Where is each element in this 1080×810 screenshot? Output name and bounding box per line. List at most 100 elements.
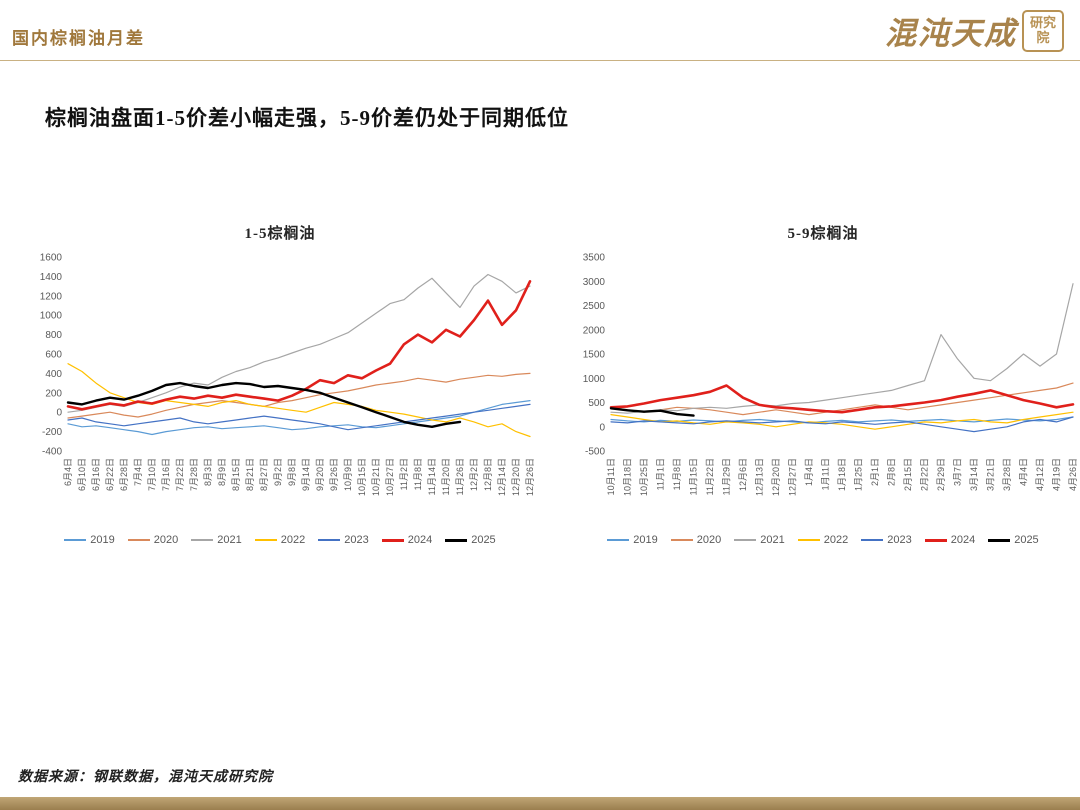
svg-text:3月7日: 3月7日	[953, 458, 963, 486]
svg-text:1月18日: 1月18日	[837, 458, 847, 491]
svg-text:1000: 1000	[40, 311, 63, 322]
svg-text:2月22日: 2月22日	[920, 458, 930, 491]
svg-text:12月2日: 12月2日	[469, 458, 479, 491]
svg-text:4月12日: 4月12日	[1035, 458, 1045, 491]
legend-item-2025: 2025	[445, 534, 496, 546]
svg-text:11月1日: 11月1日	[656, 458, 666, 490]
svg-text:4月4日: 4月4日	[1019, 458, 1029, 486]
svg-text:11月20日: 11月20日	[441, 458, 451, 495]
svg-text:0: 0	[56, 408, 62, 419]
company-logo: 混沌天成 研究院	[885, 8, 1064, 53]
legend-label: 2023	[344, 534, 369, 546]
svg-text:12月14日: 12月14日	[497, 458, 507, 496]
svg-text:1月25日: 1月25日	[854, 458, 864, 491]
legend-label: 2020	[696, 534, 722, 546]
legend-line-sample	[607, 539, 630, 541]
svg-text:11月26日: 11月26日	[455, 458, 465, 495]
legend-label: 2025	[1014, 534, 1039, 546]
legend-label: 2025	[471, 534, 496, 546]
svg-text:9月2日: 9月2日	[273, 458, 283, 486]
svg-text:600: 600	[45, 350, 62, 361]
legend-item-2021: 2021	[734, 534, 785, 546]
svg-text:11月8日: 11月8日	[413, 458, 423, 490]
svg-text:10月11日: 10月11日	[606, 458, 616, 495]
legend-label: 2019	[633, 534, 658, 546]
legend-line-sample	[988, 538, 1011, 542]
legend-item-2021: 2021	[191, 534, 242, 546]
legend-item-2020: 2020	[670, 534, 722, 546]
svg-text:3月21日: 3月21日	[986, 458, 996, 491]
svg-text:-200: -200	[42, 427, 62, 438]
svg-text:3500: 3500	[583, 253, 606, 264]
svg-text:400: 400	[45, 369, 62, 380]
svg-text:0: 0	[599, 422, 605, 433]
legend-line-sample	[445, 538, 468, 542]
svg-text:8月15日: 8月15日	[231, 458, 241, 491]
svg-text:10月9日: 10月9日	[343, 458, 353, 491]
svg-text:10月27日: 10月27日	[385, 458, 395, 496]
svg-text:500: 500	[588, 398, 605, 409]
svg-text:3月14日: 3月14日	[969, 458, 979, 491]
svg-text:2月1日: 2月1日	[870, 458, 880, 486]
svg-text:7月4日: 7月4日	[133, 458, 143, 486]
svg-text:11月15日: 11月15日	[689, 458, 699, 495]
svg-text:11月8日: 11月8日	[672, 458, 682, 490]
legend-item-2022: 2022	[797, 534, 849, 546]
legend-label: 2024	[950, 534, 976, 546]
chart-1-5-palm-oil: 1-5棕榈油 1600 1400 1200 1000 800 600 400 200 0 -200…	[15, 222, 545, 546]
svg-text:12月20日: 12月20日	[511, 458, 521, 496]
svg-text:6月4日: 6月4日	[63, 458, 73, 486]
legend-item-2023: 2023	[861, 534, 912, 546]
svg-text:1500: 1500	[583, 350, 606, 361]
svg-text:2500: 2500	[583, 301, 606, 312]
page-title: 国内棕榈油月差	[12, 29, 145, 48]
svg-text:4月19日: 4月19日	[1052, 458, 1062, 491]
svg-text:4月26日: 4月26日	[1068, 458, 1078, 491]
legend-label: 2021	[760, 534, 785, 546]
svg-text:11月14日: 11月14日	[427, 458, 437, 495]
legend-item-2022: 2022	[254, 534, 305, 546]
svg-text:-500: -500	[585, 447, 605, 458]
svg-text:3月28日: 3月28日	[1002, 458, 1012, 491]
svg-text:2月15日: 2月15日	[903, 458, 913, 491]
legend-line-sample	[254, 539, 277, 541]
svg-text:6月10日: 6月10日	[77, 458, 87, 491]
legend-item-2023: 2023	[318, 534, 369, 546]
legend-line-sample	[670, 539, 693, 541]
legend-item-2020: 2020	[127, 534, 178, 546]
svg-text:1000: 1000	[583, 374, 606, 385]
chart-5-9-palm-oil: 5-9棕榈油 3500 3000 2500 2000 1500 1000 500 0 -500 1…	[558, 222, 1080, 546]
svg-text:8月9日: 8月9日	[217, 458, 227, 486]
legend-label: 2023	[887, 534, 912, 546]
svg-text:8月3日: 8月3日	[203, 458, 213, 486]
legend-line-sample	[318, 539, 341, 541]
svg-text:1400: 1400	[40, 272, 63, 283]
legend-item-2024: 2024	[924, 534, 976, 546]
svg-text:3000: 3000	[583, 277, 606, 288]
svg-text:9月14日: 9月14日	[301, 458, 311, 491]
legend-label: 2022	[823, 534, 849, 546]
chart-title: 5-9棕榈油	[787, 226, 859, 242]
legend-line-sample	[64, 539, 87, 541]
legend-item-2024: 2024	[381, 534, 432, 546]
svg-text:2000: 2000	[583, 325, 606, 336]
data-source-note: 数据来源：钢联数据，混沌天成研究院	[18, 770, 273, 785]
legend-line-sample	[734, 539, 757, 541]
svg-text:2月29日: 2月29日	[936, 458, 946, 491]
svg-text:200: 200	[45, 388, 62, 399]
svg-text:9月26日: 9月26日	[329, 458, 339, 491]
svg-text:1200: 1200	[40, 291, 63, 302]
svg-text:6月22日: 6月22日	[105, 458, 115, 491]
legend-label: 2019	[90, 534, 115, 546]
legend-line-sample	[797, 539, 820, 541]
svg-text:800: 800	[45, 330, 62, 341]
logo-brand-text: 混沌天成	[885, 16, 1017, 51]
svg-text:12月13日: 12月13日	[755, 458, 765, 496]
svg-text:9月8日: 9月8日	[287, 458, 297, 486]
slide-subtitle: 棕榈油盘面1-5价差小幅走强，5-9价差仍处于同期低位	[45, 106, 569, 130]
legend-line-sample	[191, 539, 214, 541]
svg-text:6月28日: 6月28日	[119, 458, 129, 491]
svg-text:7月10日: 7月10日	[147, 458, 157, 491]
chart-canvas: 1600 1400 1200 1000 800 600 400 200 0 -200 -4006月4…	[40, 253, 535, 497]
